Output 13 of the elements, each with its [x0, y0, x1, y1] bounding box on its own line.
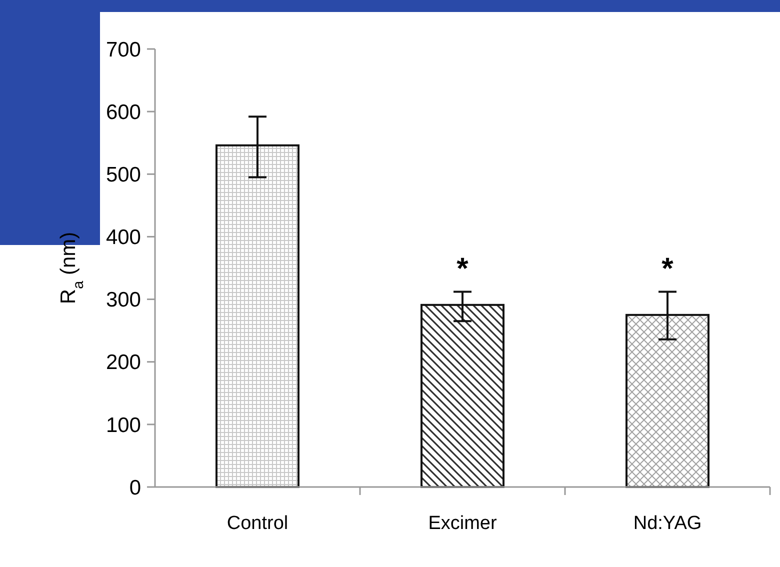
y-tick-label: 300	[106, 288, 141, 312]
y-tick-label: 400	[106, 226, 141, 250]
y-tick-label: 200	[106, 351, 141, 374]
y-tick-label: 600	[106, 100, 141, 124]
x-tick-label: Excimer	[428, 513, 498, 534]
y-tick-label: 100	[106, 414, 141, 437]
annotation: *	[456, 252, 469, 286]
x-tick-label: Control	[226, 513, 288, 534]
x-tick-label: Nd:YAG	[633, 513, 702, 534]
y-tick-label: 700	[106, 38, 141, 62]
y-tick-label: 500	[106, 163, 141, 186]
y-tick-label: 0	[129, 476, 141, 500]
annotation: *	[662, 252, 674, 286]
